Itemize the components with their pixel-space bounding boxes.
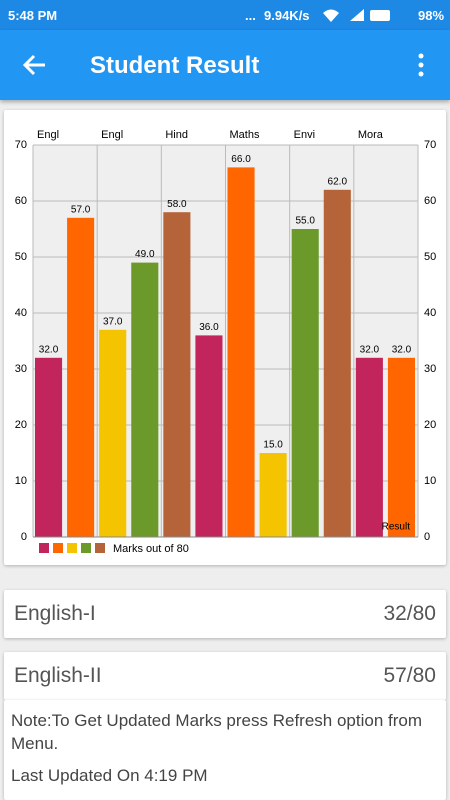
y2-tick-label: 30 (424, 363, 436, 375)
legend-swatch (53, 543, 63, 553)
x-tick-label: Engl (101, 129, 123, 141)
note-text: Note:To Get Updated Marks press Refresh … (11, 711, 423, 753)
y-tick-label: 50 (15, 251, 27, 263)
x-tick-label: Mora (358, 129, 384, 141)
battery: 98% (418, 8, 445, 23)
y2-tick-label: 0 (424, 531, 430, 543)
bar (227, 167, 255, 537)
bar (387, 357, 415, 537)
bar (323, 189, 351, 538)
bar (259, 453, 287, 537)
bar (163, 212, 191, 537)
result-item[interactable]: English-II 57/80 (4, 652, 446, 700)
y-tick-label: 70 (15, 139, 27, 151)
chart-card: 0 0 10 10 20 20 30 30 40 40 50 50 60 60 70 70 Engl Engl Hi… (4, 110, 446, 565)
value-label: 55.0 (295, 216, 315, 227)
y2-tick-label: 60 (424, 195, 436, 207)
bar (355, 357, 383, 537)
x-tick-label: Maths (230, 129, 260, 141)
net-speed: 9.94K/s (264, 8, 310, 23)
bar (131, 262, 159, 537)
value-label: 36.0 (199, 322, 219, 333)
menu-button[interactable] (415, 52, 427, 78)
status-icons (323, 9, 390, 22)
x-tick-label: Envi (294, 129, 315, 141)
legend-label: Marks out of 80 (113, 543, 189, 555)
value-label: 15.0 (263, 440, 283, 451)
value-label: 32.0 (360, 344, 380, 355)
bar (99, 329, 127, 537)
chart: 0 0 10 10 20 20 30 30 40 40 50 50 60 60 70 70 Engl Engl Hi… (15, 129, 437, 555)
y-tick-label: 0 (21, 531, 27, 543)
value-label: 49.0 (135, 249, 155, 260)
value-label: 58.0 (167, 199, 187, 210)
y-tick-label: 40 (15, 307, 27, 319)
legend-swatch (67, 543, 77, 553)
value-label: 32.0 (392, 344, 412, 355)
app-bar: Student Result (0, 30, 450, 100)
y-tick-label: 20 (15, 419, 27, 431)
legend-swatch (81, 543, 91, 553)
note-card: Note:To Get Updated Marks press Refresh … (4, 700, 446, 800)
y2-tick-label: 20 (424, 419, 436, 431)
legend-swatch (39, 543, 49, 553)
x-tick-label: Hind (165, 129, 188, 141)
value-label: 37.0 (103, 316, 123, 327)
value-label: 66.0 (231, 154, 251, 165)
y2-tick-label: 50 (424, 251, 436, 263)
description: Result (382, 522, 411, 533)
bar (195, 335, 223, 537)
bar (35, 357, 63, 537)
time: 5:48 PM (8, 8, 58, 23)
y-tick-label: 60 (15, 195, 27, 207)
bar (291, 229, 319, 537)
title: Student Result (90, 52, 260, 79)
subject: English-I (14, 602, 96, 625)
last-updated: Last Updated On 4:19 PM (11, 766, 208, 785)
y-tick-label: 10 (15, 475, 27, 487)
value-label: 57.0 (71, 204, 91, 215)
score: 57/80 (383, 664, 436, 687)
legend-swatch (95, 543, 105, 553)
x-tick-label: Engl (37, 129, 59, 141)
value-label: 32.0 (39, 344, 59, 355)
back-button[interactable] (22, 53, 48, 77)
y2-tick-label: 40 (424, 307, 436, 319)
score: 32/80 (383, 602, 436, 625)
status-bar: 5:48 PM ... 9.94K/s 98% (0, 0, 450, 30)
y2-tick-label: 70 (424, 139, 436, 151)
dots: ... (245, 8, 256, 23)
subject: English-II (14, 664, 102, 687)
value-label: 62.0 (328, 176, 348, 187)
y-tick-label: 30 (15, 363, 27, 375)
y2-tick-label: 10 (424, 475, 436, 487)
result-item[interactable]: English-I 32/80 (4, 590, 446, 638)
bar (67, 217, 95, 538)
